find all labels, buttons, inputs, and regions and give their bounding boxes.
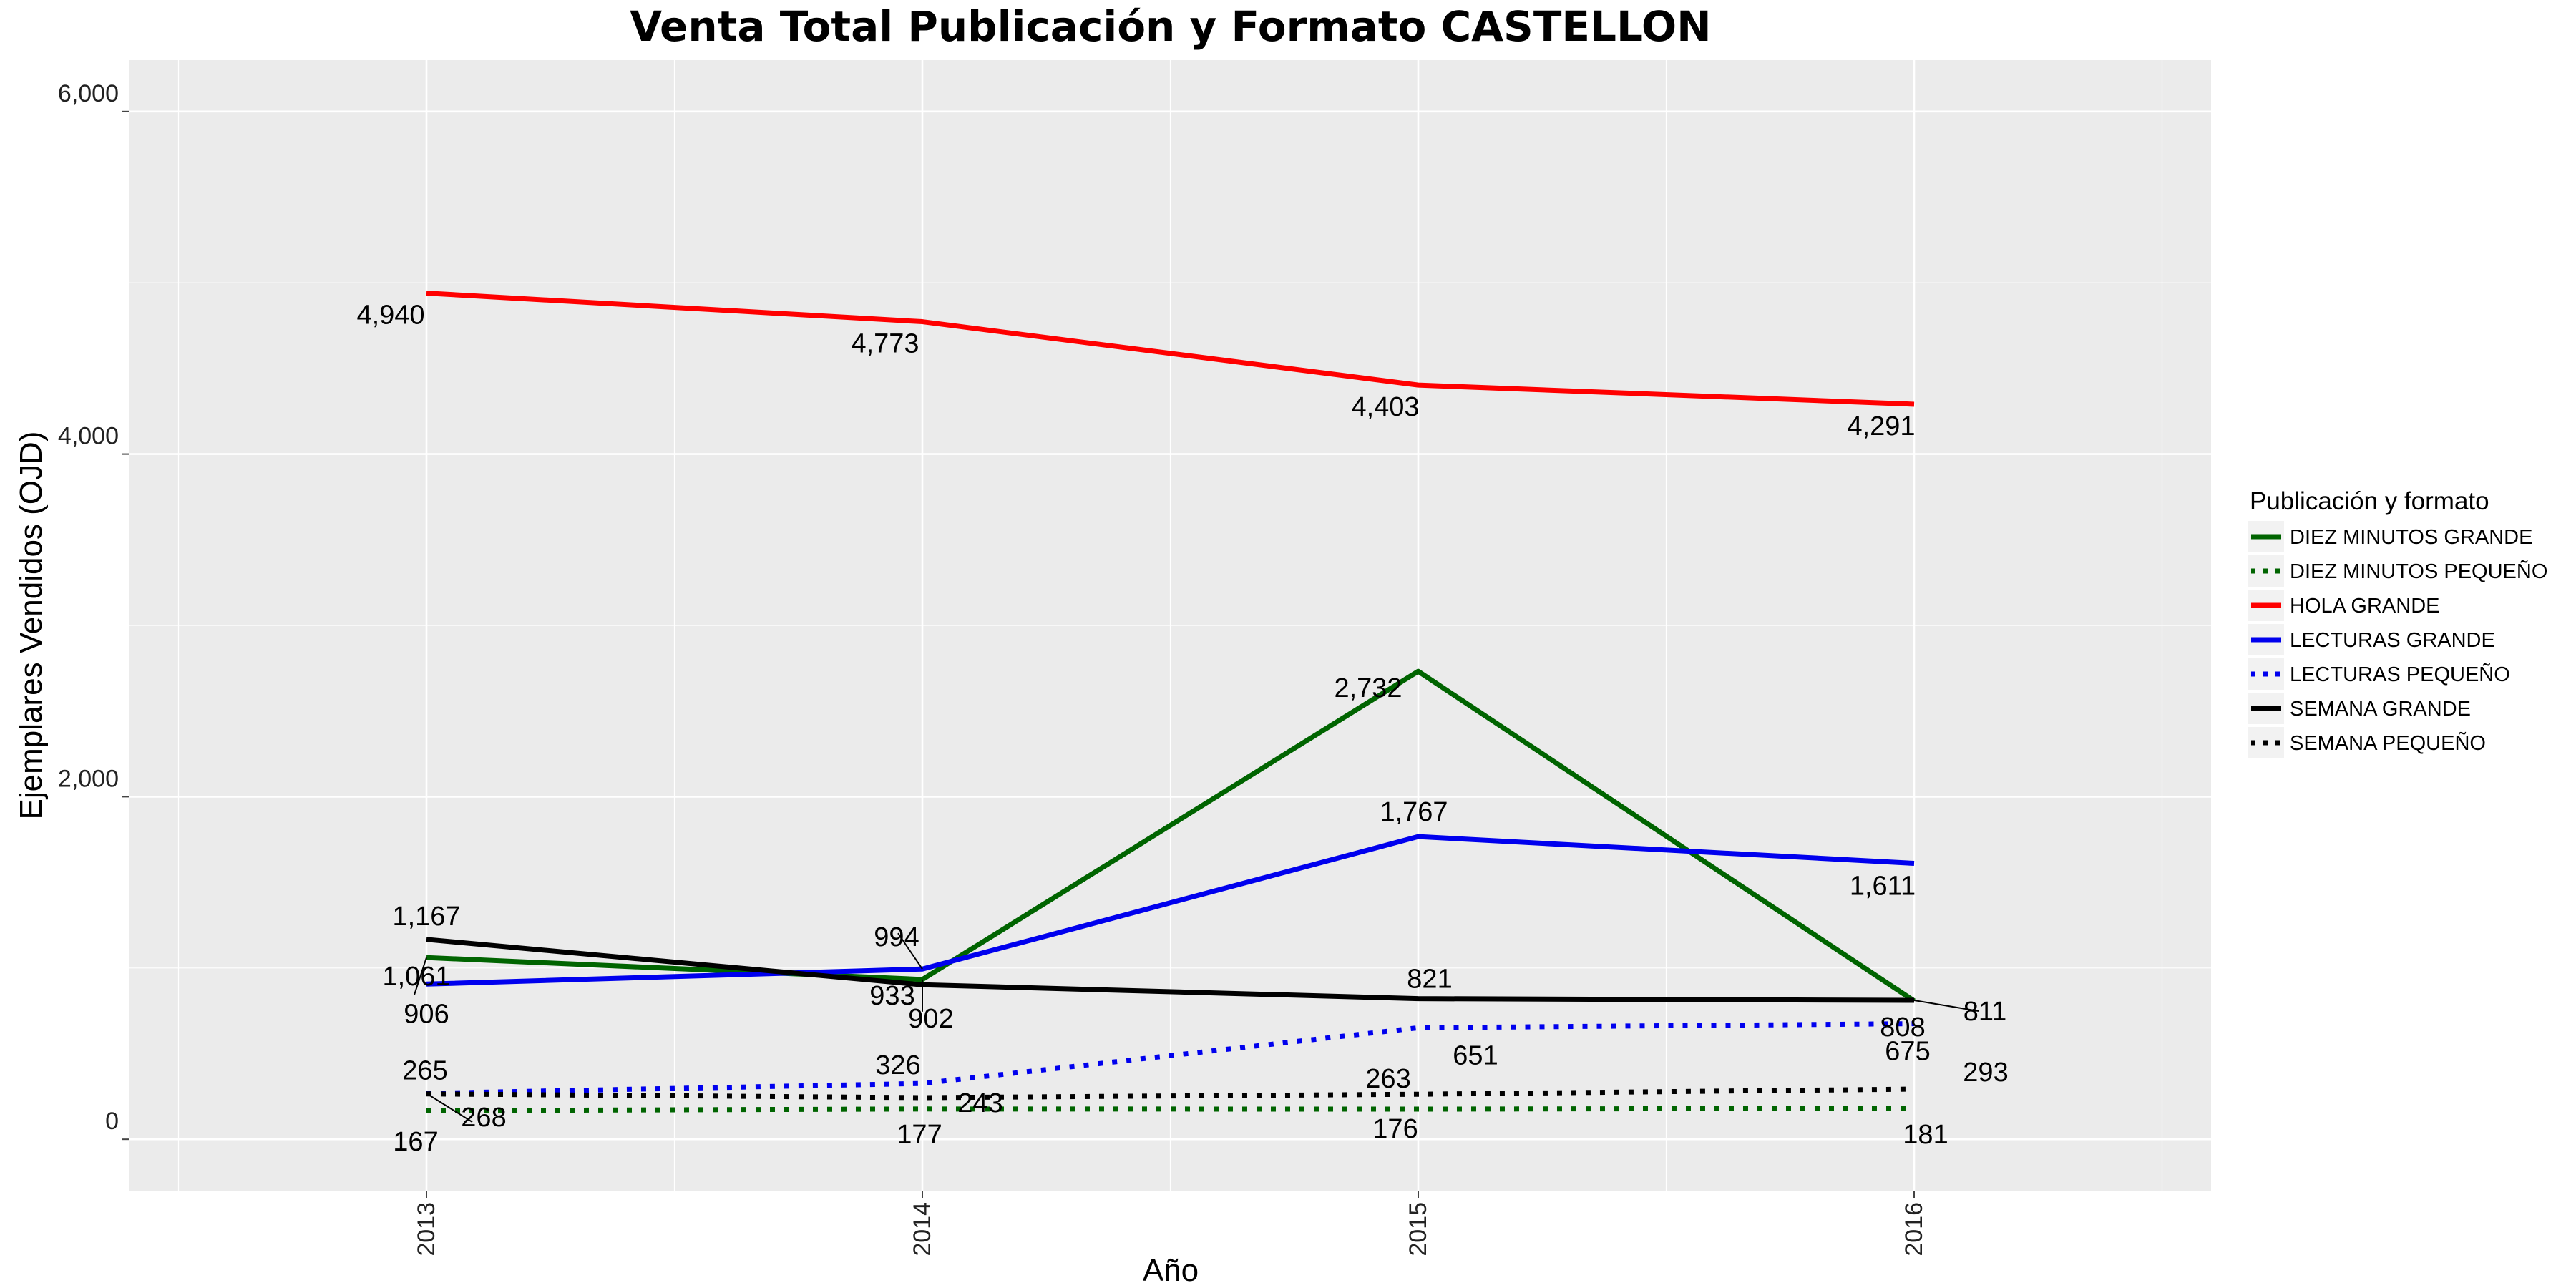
label-leader-line xyxy=(426,1093,473,1123)
y-axis-title: Ejemplares Vendidos (OJD) xyxy=(14,431,49,820)
legend-items: DIEZ MINUTOS GRANDE DIEZ MINUTOS PEQUEÑO H… xyxy=(2248,521,2547,758)
data-label: 994 xyxy=(874,922,919,952)
series-line-hola-grande xyxy=(426,291,1915,407)
data-label: 177 xyxy=(897,1120,942,1150)
data-label: 1,611 xyxy=(1850,872,1916,902)
data-label: 4,291 xyxy=(1847,411,1915,441)
data-label: 4,940 xyxy=(356,301,424,331)
x-tick-label: 2015 xyxy=(1405,1202,1432,1257)
data-label: 906 xyxy=(404,999,449,1029)
data-label: 263 xyxy=(1365,1064,1410,1094)
series-line-lecturas-peque-o xyxy=(426,1021,1915,1096)
data-label: 1,767 xyxy=(1380,797,1448,827)
data-label: 902 xyxy=(908,1004,953,1034)
legend-label: DIEZ MINUTOS PEQUEÑO xyxy=(2290,559,2547,583)
grid-lines xyxy=(129,60,2211,1191)
y-tick-label: 6,000 xyxy=(58,80,119,107)
label-leader-line xyxy=(897,932,923,970)
label-leader-line xyxy=(414,957,427,995)
series-line-diez-minutos-grande xyxy=(426,668,1916,1003)
data-label: 4,403 xyxy=(1351,392,1419,422)
legend-label: LECTURAS PEQUEÑO xyxy=(2290,662,2510,686)
y-axis-ticks: 0 2,000 4,000 6,000 xyxy=(58,80,129,1141)
x-tick-label: 2016 xyxy=(1901,1202,1928,1257)
legend-label: DIEZ MINUTOS GRANDE xyxy=(2290,526,2532,549)
series-line-lecturas-grande xyxy=(426,834,1915,987)
series-line-semana-grande xyxy=(426,937,1915,1003)
legend-label: SEMANA PEQUEÑO xyxy=(2290,731,2486,755)
data-label: 811 xyxy=(1963,997,2007,1027)
data-label: 675 xyxy=(1885,1037,1930,1067)
series-lines xyxy=(426,291,1916,1113)
chart-title: Venta Total Publicación y Formato CASTEL… xyxy=(630,2,1711,51)
legend-label: SEMANA GRANDE xyxy=(2290,698,2471,721)
data-labels: 1,061 933 2,732 808 167 177 176 181 4,940 4,773 4,… xyxy=(356,301,2008,1158)
legend-title: Publicación y formato xyxy=(2250,487,2489,515)
y-tick-label: 2,000 xyxy=(58,765,119,792)
x-tick-label: 2014 xyxy=(909,1202,936,1257)
legend: Publicación y formato DIEZ MINUTOS GRAND… xyxy=(2248,487,2547,758)
series-line-semana-peque-o xyxy=(426,1086,1915,1101)
series-line-diez-minutos-peque-o xyxy=(426,1106,1915,1113)
data-label: 167 xyxy=(393,1127,438,1157)
x-tick-label: 2013 xyxy=(413,1202,440,1257)
data-label: 326 xyxy=(875,1050,920,1080)
data-label: 268 xyxy=(461,1103,506,1133)
data-label: 651 xyxy=(1453,1040,1498,1070)
label-leader-line xyxy=(1913,1000,1979,1013)
data-label: 2,732 xyxy=(1334,673,1402,703)
y-tick-label: 0 xyxy=(105,1108,119,1135)
data-label: 808 xyxy=(1880,1013,1925,1043)
legend-label: LECTURAS GRANDE xyxy=(2290,629,2495,652)
x-axis-ticks: 2013 2014 2015 2016 xyxy=(413,1191,1928,1257)
data-label: 821 xyxy=(1407,965,1452,995)
x-axis-title: Año xyxy=(1143,1253,1199,1288)
legend-label: HOLA GRANDE xyxy=(2290,595,2440,618)
data-label: 1,061 xyxy=(382,962,450,992)
data-label: 265 xyxy=(402,1056,447,1086)
data-label: 181 xyxy=(1903,1120,1948,1150)
data-label: 933 xyxy=(869,981,914,1011)
data-label: 243 xyxy=(957,1088,1002,1118)
y-tick-label: 4,000 xyxy=(58,423,119,450)
data-label: 4,773 xyxy=(851,329,919,359)
data-label: 176 xyxy=(1372,1114,1418,1144)
data-label: 293 xyxy=(1963,1058,2008,1088)
data-label: 1,167 xyxy=(392,902,460,932)
